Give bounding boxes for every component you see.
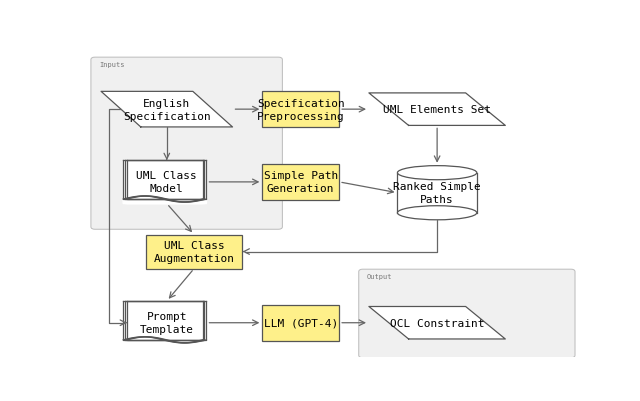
- Polygon shape: [123, 196, 202, 204]
- FancyBboxPatch shape: [91, 58, 282, 230]
- Polygon shape: [369, 94, 506, 126]
- Text: LLM (GPT-4): LLM (GPT-4): [264, 318, 338, 328]
- Polygon shape: [127, 301, 207, 340]
- Polygon shape: [123, 337, 202, 344]
- Polygon shape: [101, 92, 232, 128]
- FancyBboxPatch shape: [262, 165, 339, 200]
- Text: Simple Path
Generation: Simple Path Generation: [264, 171, 338, 194]
- Text: UML Class
Model: UML Class Model: [136, 171, 197, 194]
- Text: Ranked Simple
Paths: Ranked Simple Paths: [393, 182, 481, 205]
- FancyBboxPatch shape: [262, 305, 339, 341]
- Text: English
Specification: English Specification: [123, 98, 211, 122]
- Text: UML Elements Set: UML Elements Set: [383, 105, 491, 115]
- Polygon shape: [127, 337, 207, 344]
- Polygon shape: [125, 337, 205, 344]
- Ellipse shape: [397, 206, 477, 220]
- FancyBboxPatch shape: [262, 92, 339, 128]
- Polygon shape: [127, 196, 207, 204]
- Text: Specification
Preprocessing: Specification Preprocessing: [257, 98, 344, 122]
- Text: Inputs: Inputs: [99, 62, 124, 68]
- Polygon shape: [123, 161, 202, 200]
- Polygon shape: [127, 161, 207, 200]
- Polygon shape: [125, 161, 205, 200]
- Text: Prompt
Template: Prompt Template: [140, 311, 194, 334]
- Text: UML Class
Augmentation: UML Class Augmentation: [154, 240, 235, 263]
- Polygon shape: [123, 301, 202, 340]
- Ellipse shape: [397, 166, 477, 180]
- FancyBboxPatch shape: [146, 235, 243, 269]
- Polygon shape: [125, 196, 205, 204]
- FancyBboxPatch shape: [359, 269, 575, 358]
- Polygon shape: [397, 173, 477, 213]
- Text: OCL Constraint: OCL Constraint: [390, 318, 484, 328]
- Polygon shape: [369, 307, 506, 339]
- Text: Output: Output: [367, 273, 392, 279]
- Polygon shape: [125, 301, 205, 340]
